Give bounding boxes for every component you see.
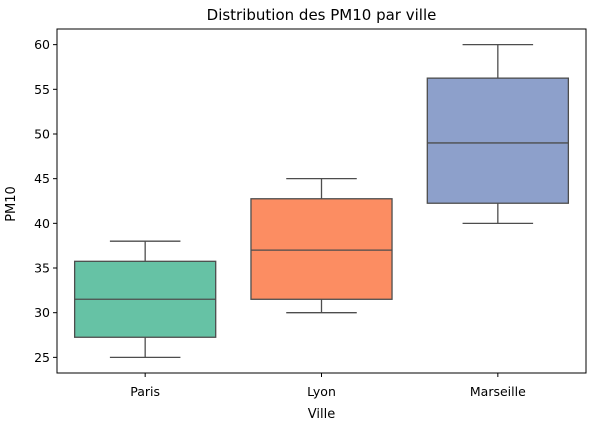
y-axis-label: PM10 bbox=[4, 186, 19, 222]
y-tick-label: 50 bbox=[34, 126, 50, 141]
y-tick-label: 45 bbox=[34, 171, 50, 186]
y-axis: 25 30 35 40 45 50 55 60 bbox=[34, 37, 57, 365]
x-axis: Paris Lyon Marseille bbox=[130, 373, 526, 399]
y-tick-label: 55 bbox=[34, 82, 50, 97]
box-marseille bbox=[426, 77, 570, 204]
y-tick-label: 60 bbox=[34, 37, 50, 52]
y-tick-label: 30 bbox=[34, 305, 50, 320]
y-tick-label: 35 bbox=[34, 261, 50, 276]
x-tick-label-lyon: Lyon bbox=[307, 384, 336, 399]
x-axis-label: Ville bbox=[308, 407, 335, 422]
x-tick-label-marseille: Marseille bbox=[470, 384, 526, 399]
box-lyon bbox=[250, 198, 393, 300]
plot-area bbox=[56, 28, 587, 374]
chart-title: Distribution des PM10 par ville bbox=[207, 6, 437, 24]
x-tick-label-paris: Paris bbox=[130, 384, 160, 399]
y-tick-label: 40 bbox=[34, 216, 50, 231]
y-tick-label: 25 bbox=[34, 350, 50, 365]
